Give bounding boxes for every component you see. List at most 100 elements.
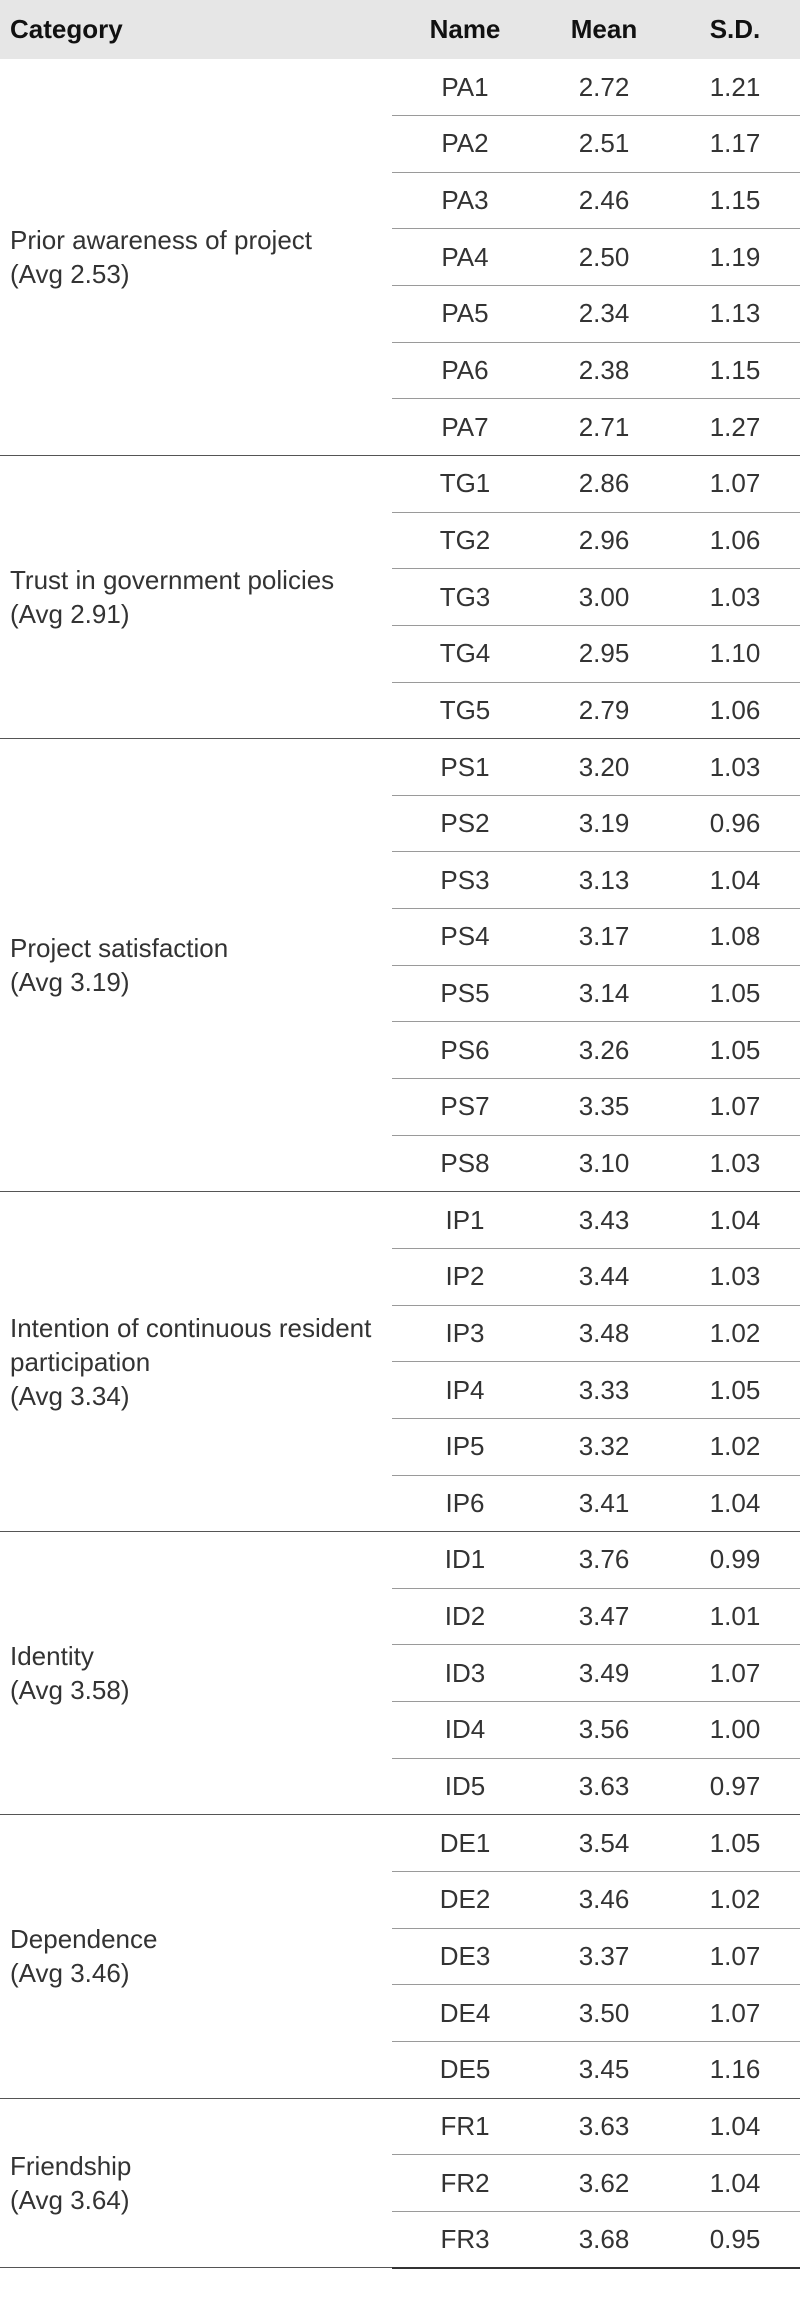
- item-name-cell: ID2: [392, 1588, 538, 1646]
- sd-cell: 1.04: [670, 2098, 800, 2156]
- item-name-cell: PA4: [392, 228, 538, 287]
- sd-cell: 1.05: [670, 965, 800, 1023]
- table-header: Category Name Mean S.D.: [0, 0, 800, 59]
- sd-cell: 1.03: [670, 1248, 800, 1306]
- item-name-cell: PA2: [392, 115, 538, 173]
- item-name-cell: PA5: [392, 285, 538, 343]
- sd-cell: 1.07: [670, 1928, 800, 1986]
- table-row: TG5 2.79 1.06: [0, 682, 800, 740]
- mean-cell: 3.54: [538, 1814, 670, 1872]
- item-name-cell: FR1: [392, 2098, 538, 2156]
- sd-cell: 1.15: [670, 172, 800, 230]
- mean-cell: 2.34: [538, 285, 670, 343]
- item-name-cell: FR2: [392, 2154, 538, 2212]
- category-name: Prior awareness of project: [10, 224, 313, 255]
- sd-cell: 0.97: [670, 1758, 800, 1816]
- table-row: PA4 2.50 1.19: [0, 228, 800, 287]
- sd-cell: 1.05: [670, 1021, 800, 1080]
- table-body: Prior awareness of project (Avg 2.53) PA1 2…: [0, 59, 800, 2269]
- table-row: ID2 3.47 1.01: [0, 1588, 800, 1646]
- mean-cell: 3.47: [538, 1588, 670, 1646]
- sd-cell: 1.15: [670, 342, 800, 400]
- table-row: IP5 3.32 1.02: [0, 1418, 800, 1476]
- item-name-cell: DE3: [392, 1928, 538, 1986]
- table-row: Identity (Avg 3.58) ID1 3.76 0.99: [0, 1531, 800, 1816]
- item-name-cell: PS2: [392, 795, 538, 853]
- table-row: PA6 2.38 1.15: [0, 342, 800, 400]
- mean-cell: 2.95: [538, 625, 670, 683]
- mean-cell: 3.20: [538, 738, 670, 796]
- category-average: (Avg 3.46): [10, 1958, 130, 1989]
- mean-cell: 3.50: [538, 1984, 670, 2042]
- sd-cell: 1.27: [670, 398, 800, 456]
- table-row: Trust in government policies (Avg 2.91) TG…: [0, 455, 800, 740]
- item-name-cell: TG3: [392, 568, 538, 626]
- category-name: Dependence: [10, 1924, 158, 1955]
- table-row: PA2 2.51 1.17: [0, 115, 800, 173]
- mean-cell: 2.51: [538, 115, 670, 173]
- mean-cell: 3.44: [538, 1248, 670, 1306]
- category-name: Friendship: [10, 2151, 132, 2182]
- mean-cell: 3.32: [538, 1418, 670, 1476]
- table-row: ID4 3.56 1.00: [0, 1701, 800, 1759]
- sd-cell: 1.06: [670, 512, 800, 570]
- sd-cell: 1.17: [670, 115, 800, 173]
- sd-cell: 1.07: [670, 455, 800, 513]
- table-row: PS3 3.13 1.04: [0, 851, 800, 910]
- table-row: IP3 3.48 1.02: [0, 1305, 800, 1363]
- header-name: Name: [392, 0, 538, 59]
- header-mean: Mean: [538, 0, 670, 59]
- sd-cell: 1.02: [670, 1305, 800, 1363]
- category-average: (Avg 3.19): [10, 967, 130, 998]
- category-name: Identity: [10, 1641, 94, 1672]
- mean-cell: 3.33: [538, 1361, 670, 1419]
- sd-cell: 1.03: [670, 738, 800, 796]
- category-name: Project satisfaction: [10, 933, 229, 964]
- table-row: Project satisfaction (Avg 3.19) PS1 3.20 1.0…: [0, 738, 800, 1193]
- sd-cell: 1.00: [670, 1701, 800, 1759]
- table-row: PS2 3.19 0.96: [0, 795, 800, 853]
- table-row: IP6 3.41 1.04: [0, 1475, 800, 1533]
- item-name-cell: PS1: [392, 738, 538, 796]
- item-name-cell: TG1: [392, 455, 538, 513]
- item-name-cell: ID5: [392, 1758, 538, 1816]
- table-row: IP4 3.33 1.05: [0, 1361, 800, 1419]
- item-name-cell: PS7: [392, 1078, 538, 1136]
- table-row: Dependence (Avg 3.46) DE1 3.54 1.05: [0, 1814, 800, 2099]
- mean-cell: 3.10: [538, 1135, 670, 1193]
- header-row: Category Name Mean S.D.: [0, 0, 800, 59]
- mean-cell: 3.63: [538, 1758, 670, 1816]
- table-row: ID3 3.49 1.07: [0, 1644, 800, 1703]
- sd-cell: 1.07: [670, 1078, 800, 1136]
- table-row: ID5 3.63 0.97: [0, 1758, 800, 1816]
- category-average: (Avg 3.34): [10, 1380, 130, 1411]
- item-name-cell: IP4: [392, 1361, 538, 1419]
- sd-cell: 1.07: [670, 1984, 800, 2042]
- item-name-cell: ID3: [392, 1644, 538, 1703]
- item-name-cell: DE5: [392, 2041, 538, 2099]
- item-name-cell: IP3: [392, 1305, 538, 1363]
- sd-cell: 1.02: [670, 1871, 800, 1929]
- mean-cell: 3.35: [538, 1078, 670, 1136]
- mean-cell: 3.41: [538, 1475, 670, 1533]
- item-name-cell: IP6: [392, 1475, 538, 1533]
- sd-cell: 1.05: [670, 1814, 800, 1872]
- table-row: IP2 3.44 1.03: [0, 1248, 800, 1306]
- header-category: Category: [0, 0, 392, 59]
- category-cell: Identity (Avg 3.58): [0, 1531, 392, 1816]
- mean-cell: 3.49: [538, 1644, 670, 1703]
- mean-cell: 2.96: [538, 512, 670, 570]
- header-sd: S.D.: [670, 0, 800, 59]
- sd-cell: 1.04: [670, 851, 800, 910]
- category-cell: Trust in government policies (Avg 2.91): [0, 455, 392, 740]
- category-average: (Avg 3.64): [10, 2185, 130, 2216]
- mean-cell: 2.86: [538, 455, 670, 513]
- item-name-cell: PA7: [392, 398, 538, 456]
- table-row: TG4 2.95 1.10: [0, 625, 800, 683]
- item-name-cell: DE1: [392, 1814, 538, 1872]
- sd-cell: 1.06: [670, 682, 800, 740]
- item-name-cell: IP1: [392, 1191, 538, 1249]
- mean-cell: 3.26: [538, 1021, 670, 1080]
- mean-cell: 3.14: [538, 965, 670, 1023]
